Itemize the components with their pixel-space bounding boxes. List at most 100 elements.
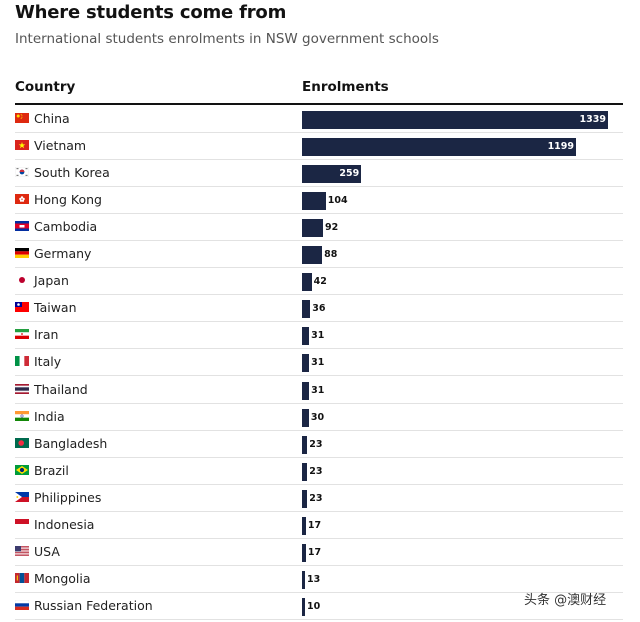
hong-kong-flag-icon [15,194,29,205]
enrolment-bar [302,381,310,400]
chart-row: Indonesia 17 [15,512,623,539]
country-label: Cambodia [34,219,98,235]
enrolment-bar [302,300,311,319]
chart-row: Vietnam 1199 [15,133,623,161]
enrolment-bar [302,489,308,508]
chart-row: Philippines 23 [15,485,623,512]
chart-subtitle: International students enrolments in NSW… [15,31,439,47]
country-label: China [34,111,70,126]
country-label: Taiwan [34,300,77,316]
enrolment-bar [302,192,326,211]
chart-row: Russian Federation 10 [15,593,623,620]
philippines-flag-icon [15,491,29,502]
enrolment-value-label: 23 [309,465,323,477]
cambodia-flag-icon [15,221,29,232]
thailand-flag-icon [15,383,29,394]
enrolment-bar [302,462,308,481]
indonesia-flag-icon [15,518,29,529]
enrolment-bar [302,219,324,238]
enrolment-bar [302,597,305,616]
enrolment-value-label: 259 [339,168,360,180]
enrolment-value-label: 92 [325,222,339,234]
enrolment-bar [302,111,608,129]
enrolment-value-label: 23 [309,492,323,504]
country-label: Vietnam [34,138,87,154]
chart-row: Italy 31 [15,349,623,377]
country-label: Japan [34,273,69,289]
japan-flag-icon [15,275,29,286]
china-flag-icon [15,113,29,123]
watermark: 头条 @澳财经 [524,593,607,608]
enrolment-value-label: 17 [307,546,322,558]
chart-row: Iran 31 [15,322,623,350]
enrolment-value-label: 17 [307,519,322,531]
country-label: India [34,408,65,424]
enrolment-value-label: 31 [311,384,325,396]
country-label: Indonesia [34,516,95,532]
enrolment-value-label: 23 [309,438,323,450]
chart-row: USA 17 [15,539,623,566]
country-label: Iran [34,327,59,343]
enrolment-bar [302,543,306,562]
enrolment-bar [302,138,576,157]
russia-flag-icon [15,599,29,610]
enrolment-bar [302,354,310,373]
brazil-flag-icon [15,464,29,475]
vietnam-flag-icon [15,140,29,151]
chart-row: Hong Kong 104 [15,187,623,215]
iran-flag-icon [15,329,29,340]
bangladesh-flag-icon [15,437,29,448]
chart-row: Mongolia 13 [15,566,623,593]
enrolments-column-header: Enrolments [302,79,389,95]
chart-row: Bangladesh 23 [15,431,623,458]
enrolment-value-label: 30 [310,411,325,423]
chart-row: Thailand 31 [15,377,623,404]
india-flag-icon [15,410,29,421]
enrolment-value-label: 36 [312,303,326,315]
taiwan-flag-icon [15,302,29,313]
usa-flag-icon [15,545,29,556]
country-label: Italy [34,354,62,370]
enrolment-bar [302,327,310,346]
header-rule [15,103,623,105]
enrolment-value-label: 1339 [579,114,606,125]
chart-row: Germany 88 [15,241,623,269]
country-label: Bangladesh [34,435,108,451]
italy-flag-icon [15,356,29,367]
enrolment-value-label: 88 [324,249,338,261]
enrolment-value-label: 104 [327,195,348,207]
enrolment-bar [302,273,312,292]
enrolment-value-label: 1199 [547,141,575,153]
enrolment-value-label: 42 [313,276,327,288]
country-label: Mongolia [34,570,91,586]
chart-row: India 30 [15,404,623,431]
country-label: Brazil [34,462,69,478]
country-label: Philippines [34,489,102,505]
country-label: Hong Kong [34,192,102,208]
enrolment-value-label: 13 [307,573,321,585]
country-label: Thailand [34,381,88,397]
chart-row: South Korea 259 [15,160,623,188]
chart-row: Cambodia 92 [15,214,623,242]
enrolment-bar [302,246,323,265]
country-label: USA [34,543,60,559]
enrolment-value-label: 31 [311,357,325,369]
country-label: Germany [34,246,92,262]
south-korea-flag-icon [15,167,29,178]
country-column-header: Country [15,79,76,95]
chart-row: China 1339 [15,106,623,133]
chart-title: Where students come from [15,2,287,23]
mongolia-flag-icon [15,572,29,583]
enrolment-value-label: 10 [307,600,321,612]
country-label: South Korea [34,165,110,181]
chart-row: Taiwan 36 [15,295,623,323]
enrolment-bar [302,408,309,427]
chart-row: Japan 42 [15,268,623,296]
country-label: Russian Federation [34,597,153,613]
enrolment-bar [302,435,308,454]
enrolment-value-label: 31 [311,330,325,342]
enrolment-bar [302,570,305,589]
enrolment-bar [302,165,362,184]
germany-flag-icon [15,248,29,259]
chart-row: Brazil 23 [15,458,623,485]
